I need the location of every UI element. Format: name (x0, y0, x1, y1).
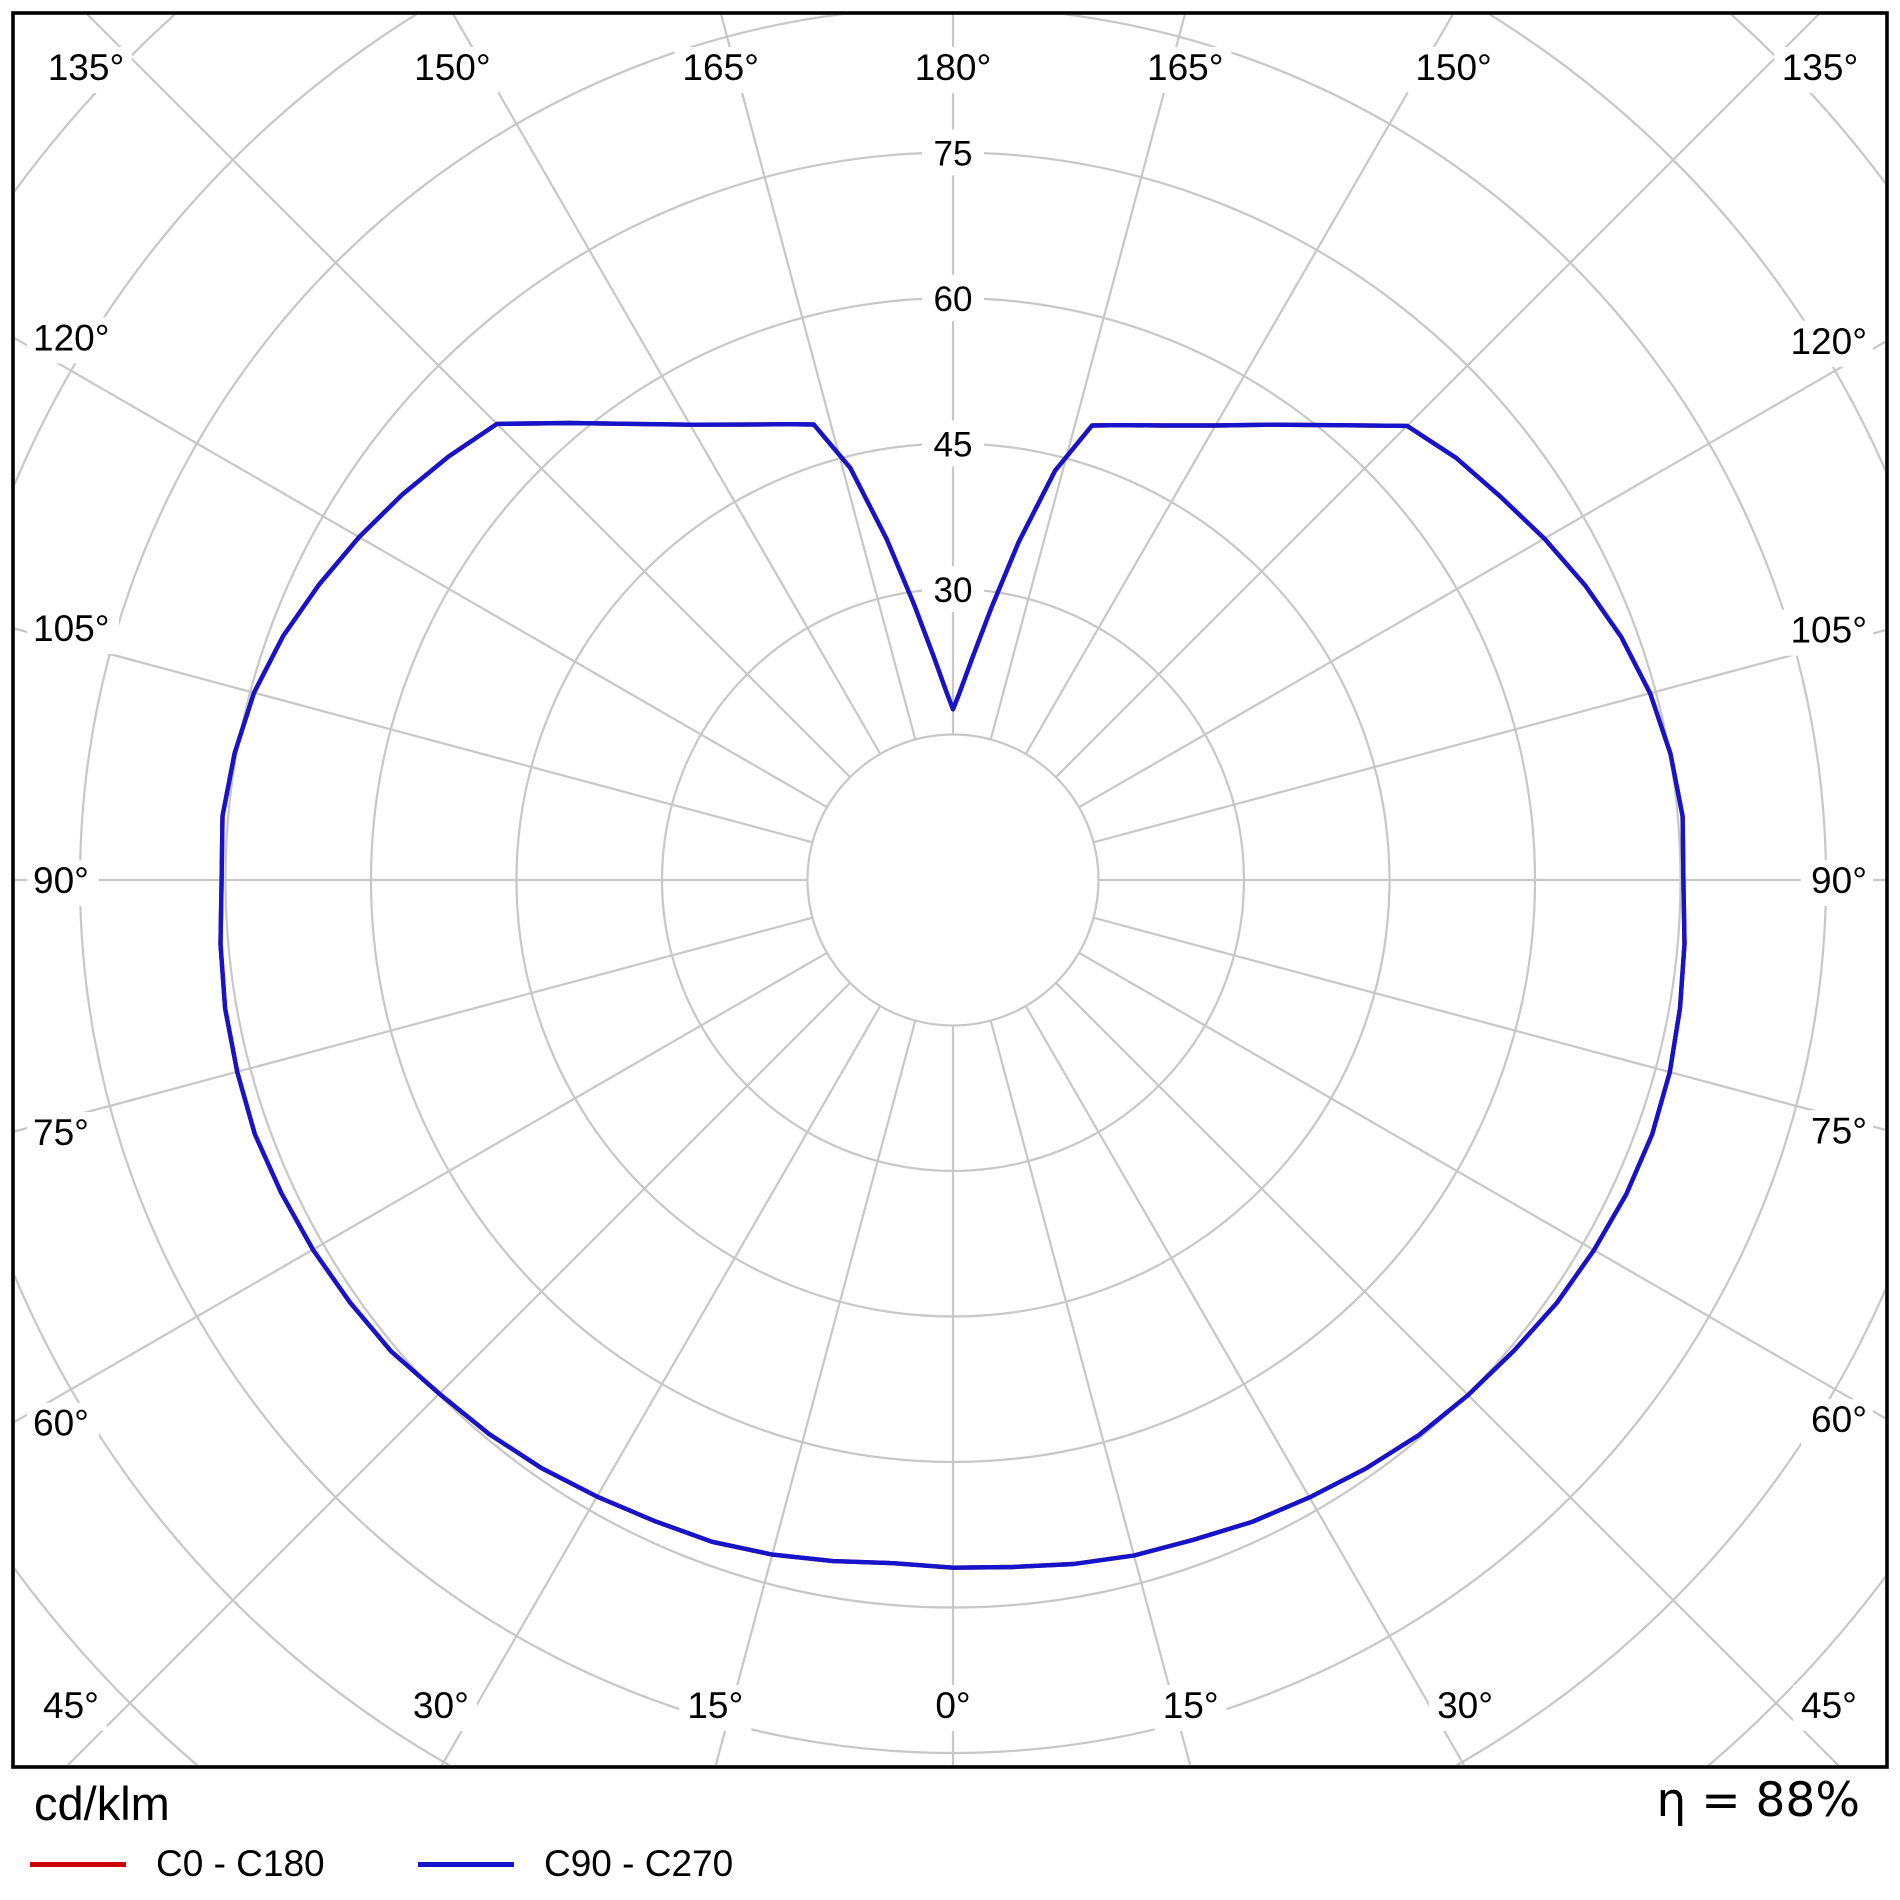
angle-label-bg (1781, 320, 1873, 367)
angle-label-bg (1429, 1685, 1502, 1731)
angle-label: 165° (1147, 47, 1224, 88)
angle-label: 15° (687, 1685, 743, 1726)
angle-label: 105° (1790, 610, 1867, 651)
angle-label: 105° (33, 608, 110, 649)
angle-label: 30° (413, 1685, 469, 1726)
angle-label-bg (1774, 47, 1866, 93)
unit-label: cd/klm (34, 1777, 170, 1830)
polar-grid-spoke (989, 1020, 1192, 1765)
radial-tick-label: 60 (934, 280, 973, 319)
angle-label-bg (27, 860, 99, 906)
angle-label: 15° (1163, 1685, 1219, 1726)
angle-label-bg (27, 1402, 99, 1449)
angle-label-bg (27, 317, 119, 364)
polar-grid-spoke (1055, 15, 1820, 778)
polar-grid-spoke (989, 15, 1186, 740)
polar-grid-spoke (15, 951, 828, 1423)
radial-tick-label-bg (922, 275, 984, 321)
angle-label-bg (40, 47, 132, 93)
angle-label: 150° (414, 47, 491, 88)
radial-tick-label-bg (922, 420, 984, 467)
angle-label-bg (1793, 1685, 1865, 1731)
angle-label: 90° (1811, 860, 1867, 901)
angle-label: 120° (33, 317, 110, 358)
angle-label-bg (406, 47, 499, 93)
efficiency-label: η = 88% (1656, 1773, 1860, 1828)
polar-intensity-diagram: 0° 15° 15° 30° 30° 45° 45° 60° 60° 75° 75° 90° 90° 10… (0, 0, 1900, 1775)
angle-label-bg (27, 608, 119, 655)
polar-grid-spoke (1024, 1005, 1466, 1765)
angle-label: 165° (682, 47, 759, 88)
radial-tick-label-bg (922, 566, 984, 612)
angle-label-bg (1801, 1399, 1873, 1446)
angle-label-bg (1139, 47, 1232, 93)
angle-label-bg (1801, 1110, 1873, 1157)
polar-grid-circle (15, 15, 1885, 1765)
angle-label: 0° (935, 1685, 970, 1726)
angle-label-bg (674, 47, 767, 93)
polar-grid-spoke (452, 15, 882, 755)
angle-label-bg (1407, 47, 1500, 93)
angle-label: 120° (1790, 321, 1867, 362)
angle-label: 150° (1415, 47, 1492, 88)
polar-grid-spoke (1055, 982, 1840, 1765)
angle-label: 60° (33, 1403, 89, 1444)
legend-item-c0-c180: C0 - C180 (30, 1842, 325, 1886)
polar-grid-spoke (440, 1005, 882, 1765)
polar-grid-spoke (15, 337, 828, 809)
angle-label-bg (404, 1685, 477, 1731)
polar-grid-spoke (66, 982, 851, 1765)
polar-grid-spoke (1093, 916, 1885, 1131)
curve-c90-c270 (218, 420, 1687, 1570)
angle-label: 90° (33, 860, 89, 901)
polar-grid-spoke (714, 1020, 917, 1765)
angle-label-bg (907, 47, 999, 93)
radial-tick-label: 30 (934, 571, 973, 610)
angle-label-bg (1154, 1685, 1227, 1731)
angle-label-bg (27, 1111, 99, 1158)
polar-grid-spoke (1078, 340, 1885, 809)
legend-swatch-c0-c180 (30, 1861, 126, 1867)
angle-label: 30° (1437, 1685, 1493, 1726)
legend-item-c90-c270: C90 - C270 (418, 1842, 733, 1886)
angle-label: 45° (1801, 1685, 1857, 1726)
polar-grid-spoke (1093, 629, 1885, 844)
polar-grid-circle (0, 0, 1900, 1775)
polar-grid-spoke (15, 916, 813, 1133)
angle-label-bg (35, 1685, 107, 1731)
plot-frame (11, 11, 1889, 1769)
polar-grid-spoke (720, 15, 917, 740)
radial-tick-label-bg (922, 129, 984, 176)
angle-label: 135° (48, 47, 125, 88)
polar-grid-circle (806, 733, 1100, 1027)
radial-tick-label: 75 (934, 135, 973, 174)
polar-grid-spoke (1024, 15, 1454, 755)
polar-grid (0, 0, 1900, 1775)
legend-label-c0-c180: C0 - C180 (156, 1843, 325, 1884)
radial-tick-label: 45 (934, 426, 973, 465)
angle-label-bg (679, 1685, 752, 1731)
angle-label-bg (1801, 860, 1873, 906)
angle-label: 60° (1811, 1399, 1867, 1440)
polar-grid-spoke (15, 627, 813, 844)
angle-label: 75° (33, 1112, 89, 1153)
angle-label: 135° (1782, 47, 1859, 88)
angle-label: 75° (1811, 1110, 1867, 1151)
angle-label: 45° (43, 1685, 99, 1726)
angle-label-bg (1781, 609, 1873, 656)
legend-swatch-c90-c270 (418, 1861, 514, 1867)
angle-label-bg (927, 1685, 979, 1731)
polar-grid-spoke (86, 15, 851, 778)
angle-label: 180° (915, 47, 992, 88)
polar-grid-spoke (1078, 951, 1885, 1420)
polar-grid-circle (15, 15, 1885, 1765)
legend-label-c90-c270: C90 - C270 (544, 1843, 734, 1884)
